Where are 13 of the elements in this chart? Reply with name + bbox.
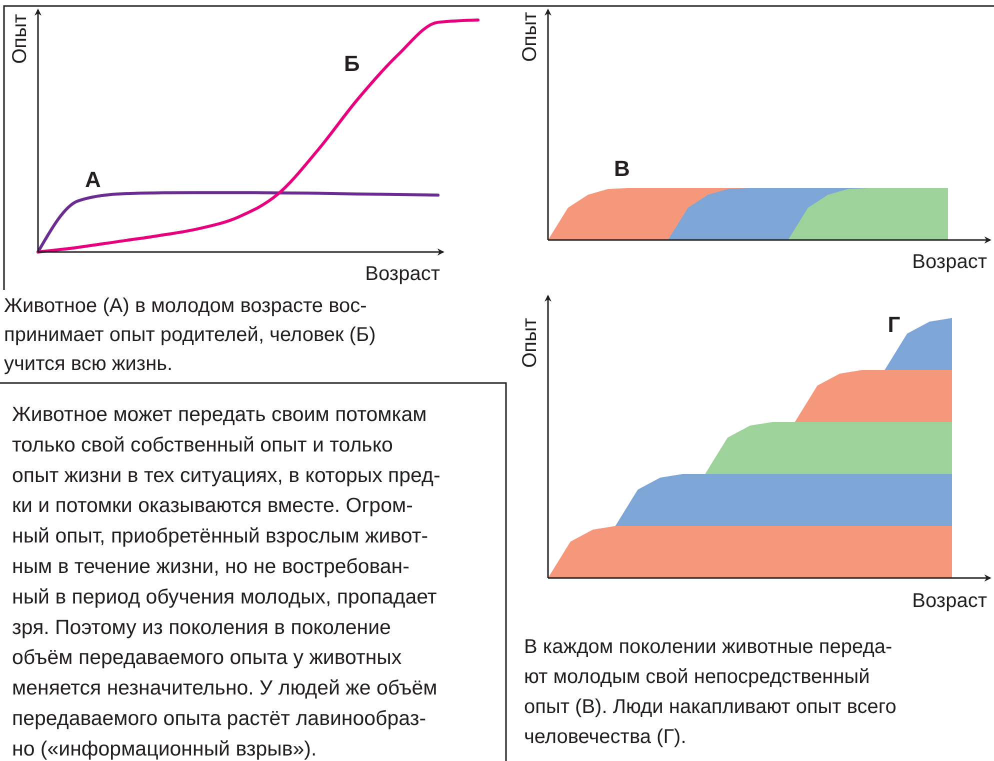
y-axis-title: Опыт: [519, 12, 541, 62]
y-axis-title: Опыт: [9, 14, 31, 64]
series-label: А: [85, 166, 101, 192]
x-axis-title: Возраст: [912, 590, 987, 612]
text: Животное может передать своим потомкам только свой собственный опыт и только опыт жизни в тех ситуациях, в которых пред- ки и потомки оказываются вместе. Огром- ный опыт, приобретённый взрослым живот- ным в течение жизни, но не востребован- ный в период обучения молодых, пропадает зря. Поэтому из поколения в поколение объём передаваемого опыта у животных меняется незначительно. У людей же объём передаваемого опыта растёт лавинообраз- но («информационный взрыв»).: [12, 403, 440, 760]
series-label: Б: [344, 50, 360, 76]
x-axis-title: Возраст: [365, 263, 440, 285]
x-axis-title: Возраст: [912, 251, 987, 273]
annotation: Г: [888, 312, 901, 337]
text: В: [614, 156, 630, 181]
y-axis-title: Опыт: [519, 318, 541, 368]
text: В каждом поколении животные переда- ют молодым свой непосредственный опыт (В). Люди накапливают опыт всего человечества (Г).: [524, 636, 896, 748]
text: Животное (А) в молодом возрасте вос- принимает опыт родителей, человек (Б) учится всю жизнь.: [4, 295, 376, 375]
